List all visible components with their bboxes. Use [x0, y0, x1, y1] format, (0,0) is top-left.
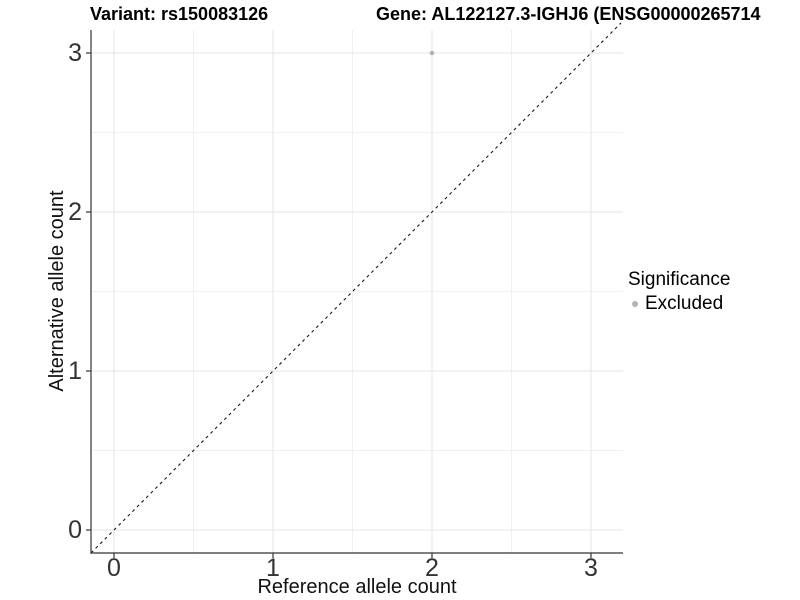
legend-item-label: Excluded: [645, 293, 724, 314]
grid-minor-lines: [91, 30, 623, 553]
axis-tick-marks: [86, 52, 592, 558]
identity-line: [90, 22, 622, 554]
x-tick-label-3: 3: [584, 554, 598, 582]
legend-title: Significance: [628, 269, 731, 290]
grid-major-lines: [91, 30, 623, 553]
legend-item-excluded: Excluded: [628, 292, 730, 315]
x-tick-label-1: 1: [266, 554, 280, 582]
data-point: [429, 50, 435, 56]
y-tick-label-0: 0: [68, 516, 82, 544]
legend-point-icon: [632, 300, 638, 307]
x-axis-title: Reference allele count: [257, 576, 457, 598]
plot-title-gene: Gene: AL122127.3-IGHJ6 (ENSG00000265714: [376, 4, 761, 24]
y-tick-label-1: 1: [68, 357, 82, 385]
x-tick-label-0: 0: [107, 554, 121, 582]
y-axis-title: Alternative allele count: [46, 190, 68, 392]
legend: Significance Excluded: [628, 268, 730, 315]
plot-title-variant: Variant: rs150083126: [90, 4, 269, 24]
x-tick-label-2: 2: [425, 554, 439, 582]
y-tick-label-2: 2: [68, 198, 82, 226]
axis-lines: [90, 30, 623, 554]
y-tick-label-3: 3: [68, 39, 82, 67]
